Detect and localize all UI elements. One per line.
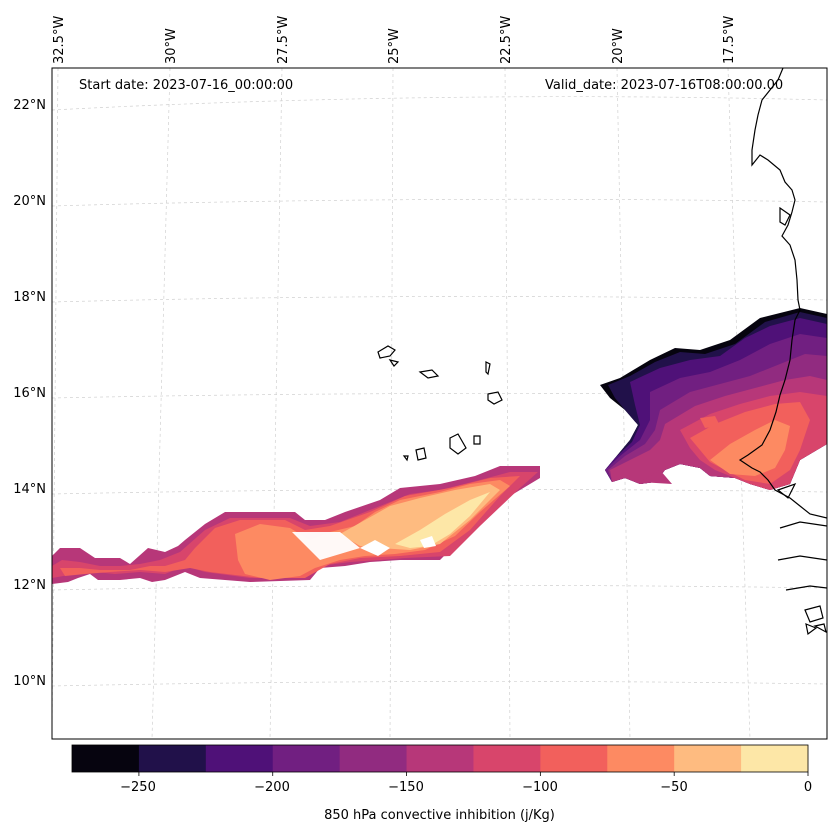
colorbar	[71, 744, 809, 776]
colorbar-tick-label: −50	[660, 780, 688, 795]
colorbar-tick-label: −200	[254, 780, 290, 795]
cin-region-east	[600, 308, 827, 490]
lat-label-20n: 20°N	[13, 194, 46, 209]
colorbar-cell	[205, 745, 274, 772]
colorbar-tick-label: −100	[522, 780, 558, 795]
colorbar-cell	[138, 745, 207, 772]
colorbar-cell	[741, 745, 809, 772]
colorbar-cell	[674, 745, 742, 772]
lon-label-20w: 20°W	[611, 28, 626, 64]
colorbar-tick-label: −250	[120, 780, 156, 795]
lon-label-30w: 30°W	[164, 28, 179, 64]
coastlines	[377, 68, 827, 636]
start-date-label: Start date: 2023-07-16_00:00:00	[79, 78, 294, 93]
colorbar-frame	[71, 744, 809, 773]
lon-label-32-5w: 32.5°W	[52, 15, 67, 64]
lon-label-17-5w: 17.5°W	[722, 15, 737, 64]
colorbar-cell	[406, 745, 474, 772]
colorbar-cell	[72, 745, 140, 772]
cin-band-west	[52, 466, 540, 584]
lon-label-25w: 25°W	[387, 28, 402, 64]
colorbar-tick-label: −150	[388, 780, 424, 795]
colorbar-cell	[272, 745, 341, 772]
colorbar-cell	[339, 745, 408, 772]
lat-label-16n: 16°N	[13, 386, 46, 401]
graticule	[52, 68, 827, 739]
lat-label-12n: 12°N	[13, 578, 46, 593]
lon-label-27-5w: 27.5°W	[276, 15, 291, 64]
colorbar-cell	[540, 745, 608, 772]
lat-label-10n: 10°N	[13, 674, 46, 689]
lat-label-22n: 22°N	[13, 98, 46, 113]
lat-label-14n: 14°N	[13, 482, 46, 497]
valid-date-label: Valid_date: 2023-07-16T08:00:00.00	[545, 78, 784, 93]
map-frame	[51, 67, 828, 740]
lat-label-18n: 18°N	[13, 290, 46, 305]
lon-label-22-5w: 22.5°W	[499, 15, 514, 64]
colorbar-title: 850 hPa convective inhibition (j/Kg)	[324, 808, 555, 823]
colorbar-cell	[473, 745, 541, 772]
colorbar-tick-label: 0	[803, 780, 813, 795]
colorbar-cell	[607, 745, 675, 772]
